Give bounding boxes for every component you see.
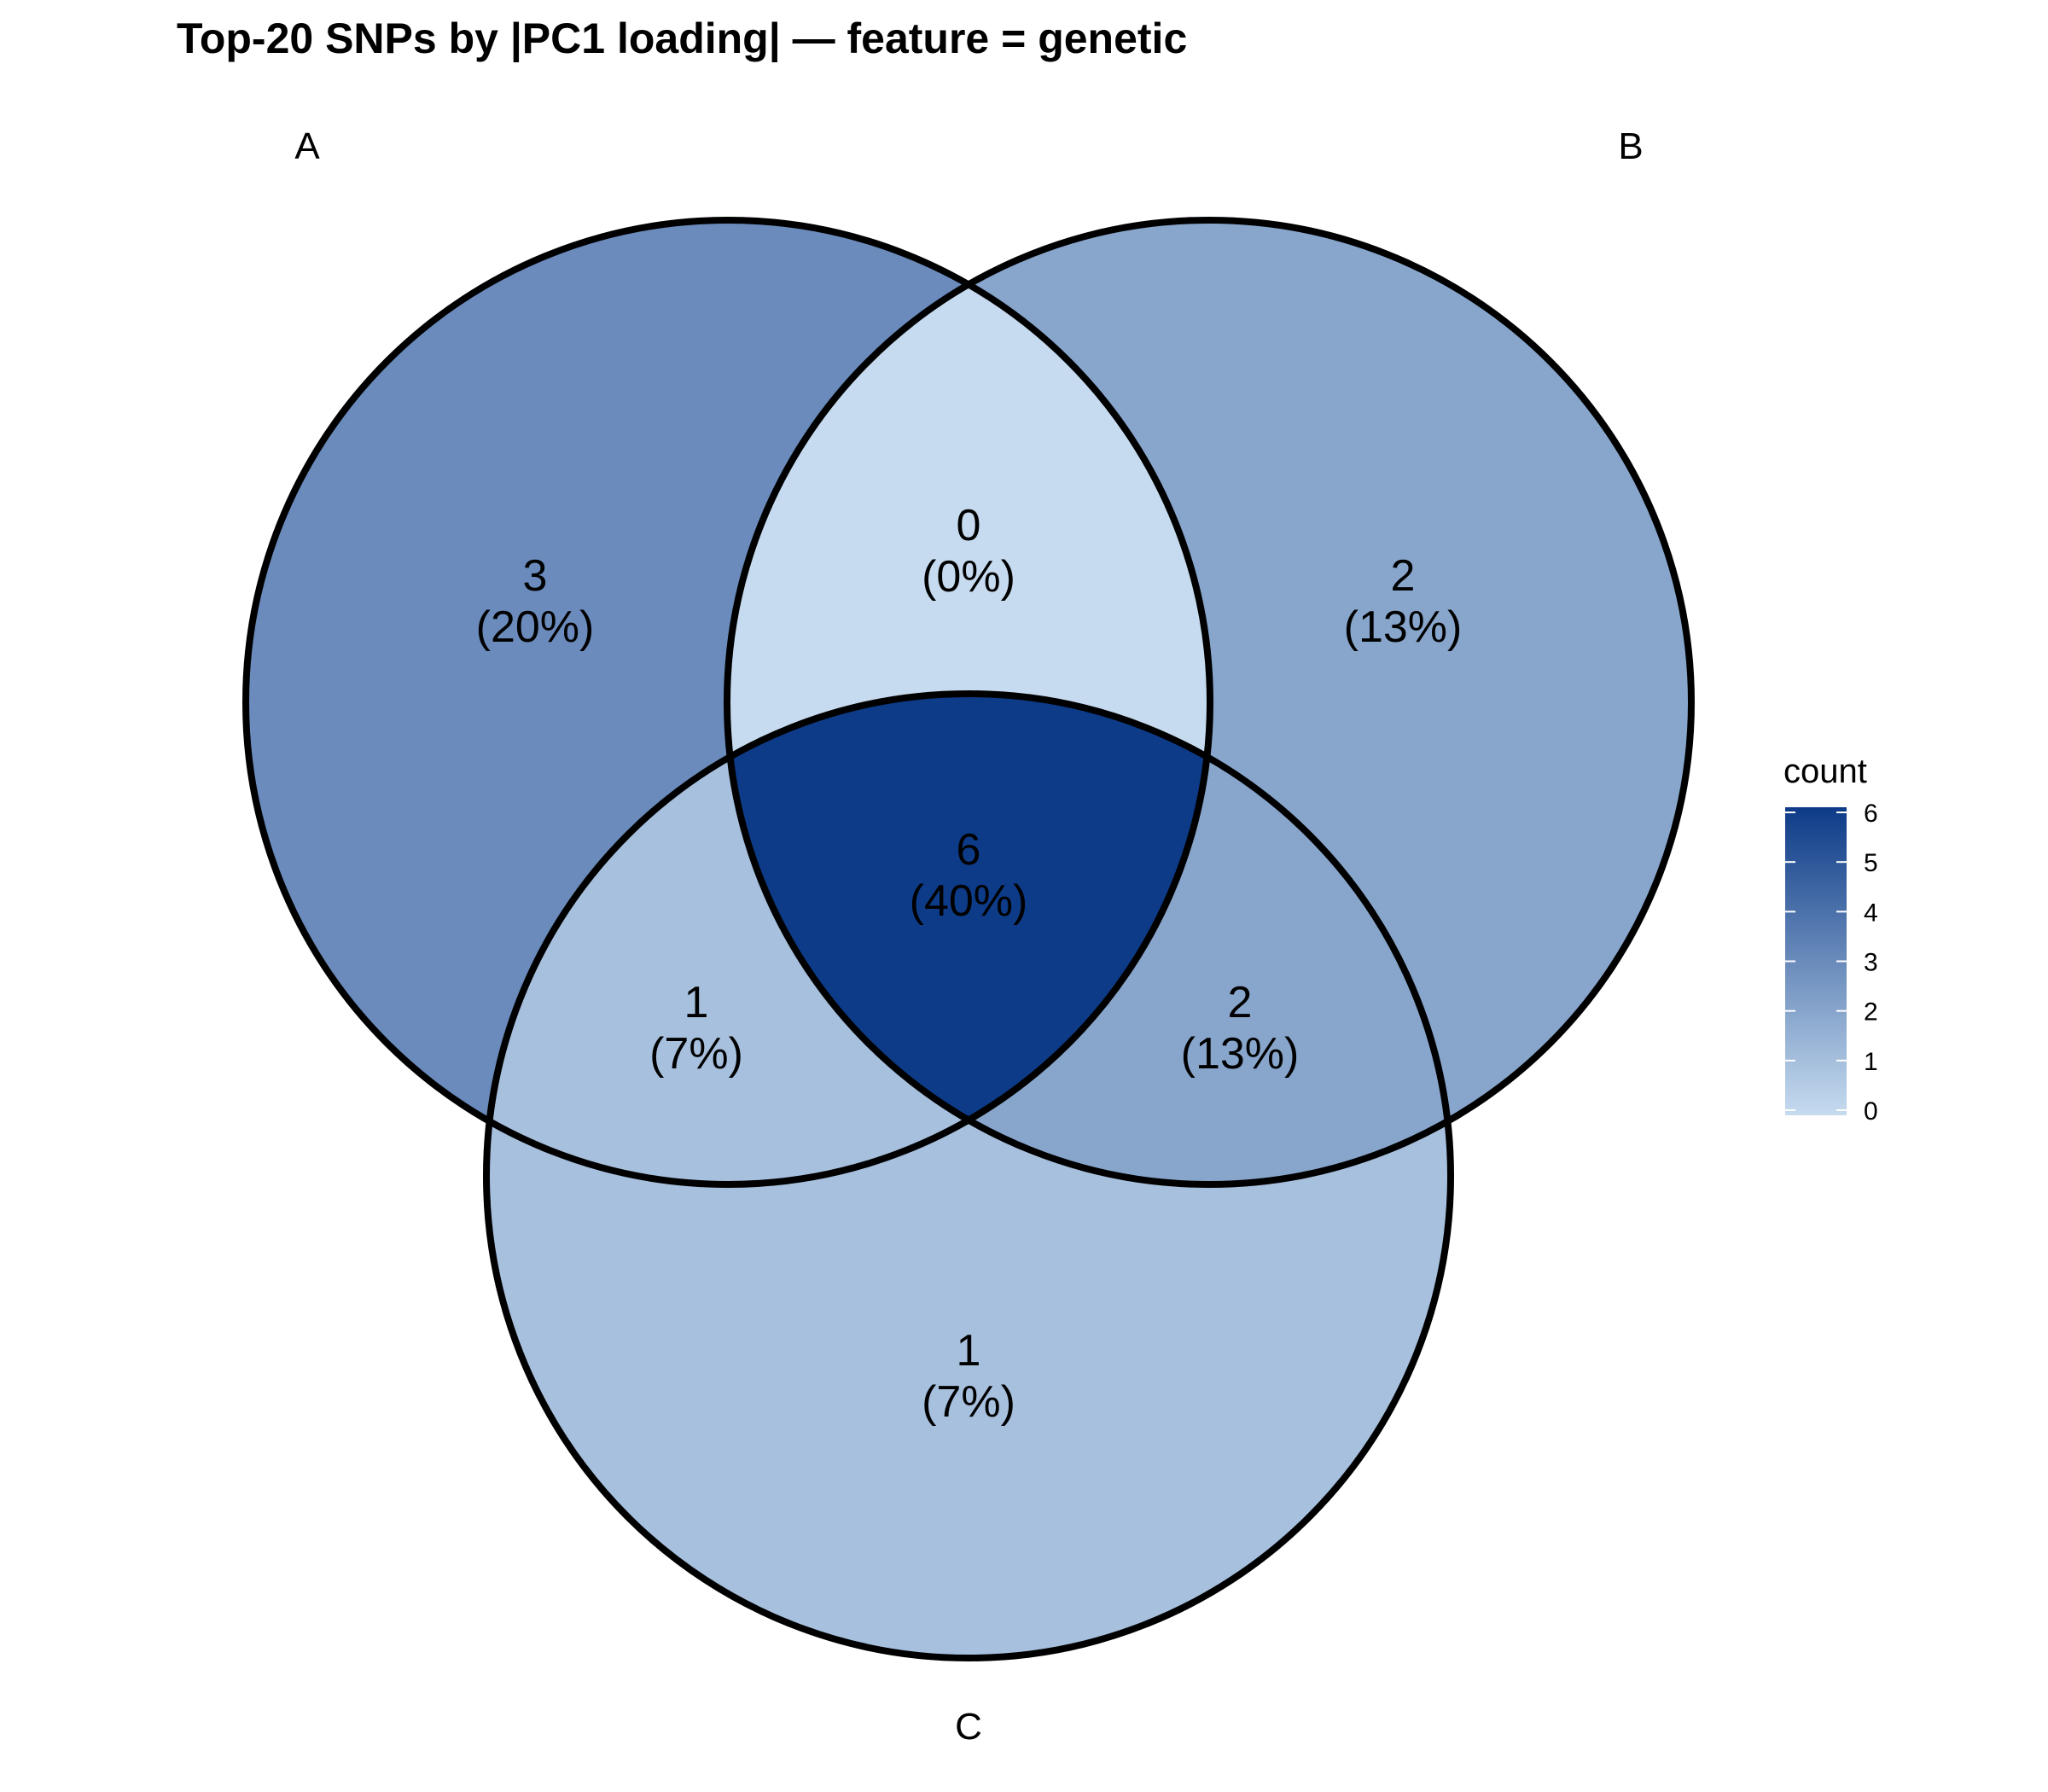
region-pct-a-only: (20%) [476, 602, 595, 652]
legend: count 0 1 2 3 4 5 6 [1783, 753, 1878, 1126]
chart-title: Top-20 SNPs by |PC1 loading| — feature =… [177, 15, 1187, 63]
region-count-ac-only: 1 [684, 978, 709, 1027]
region-pct-ac-only: (7%) [649, 1029, 743, 1079]
legend-tick-label: 6 [1864, 800, 1878, 828]
legend-tick-label: 4 [1864, 899, 1878, 927]
set-b-outline [724, 217, 1695, 1188]
region-count-bc-only: 2 [1228, 978, 1253, 1027]
set-label-c: C [955, 1706, 982, 1748]
region-pct-b-only: (13%) [1344, 602, 1463, 652]
region-pct-bc-only: (13%) [1181, 1029, 1300, 1079]
region-count-b-only: 2 [1391, 551, 1416, 601]
legend-ticks: 0 1 2 3 4 5 6 [1785, 800, 1878, 1126]
set-label-a: A [294, 125, 320, 167]
region-count-a-only: 3 [523, 551, 548, 601]
set-a-outline [242, 217, 1213, 1188]
region-count-abc: 6 [957, 825, 981, 875]
region-count-c-only: 1 [957, 1326, 981, 1376]
legend-tick-label: 0 [1864, 1097, 1878, 1126]
set-c-outline [483, 690, 1454, 1661]
region-count-ab-only: 0 [957, 501, 981, 550]
set-label-b: B [1618, 125, 1643, 167]
legend-title: count [1783, 753, 1867, 790]
legend-tick-label: 5 [1864, 849, 1878, 877]
region-pct-ab-only: (0%) [922, 552, 1015, 602]
region-pct-abc: (40%) [910, 876, 1028, 926]
legend-tick-label: 3 [1864, 949, 1878, 977]
legend-tick-label: 2 [1864, 998, 1878, 1027]
legend-tick-label: 1 [1864, 1048, 1878, 1076]
region-pct-c-only: (7%) [922, 1377, 1015, 1427]
